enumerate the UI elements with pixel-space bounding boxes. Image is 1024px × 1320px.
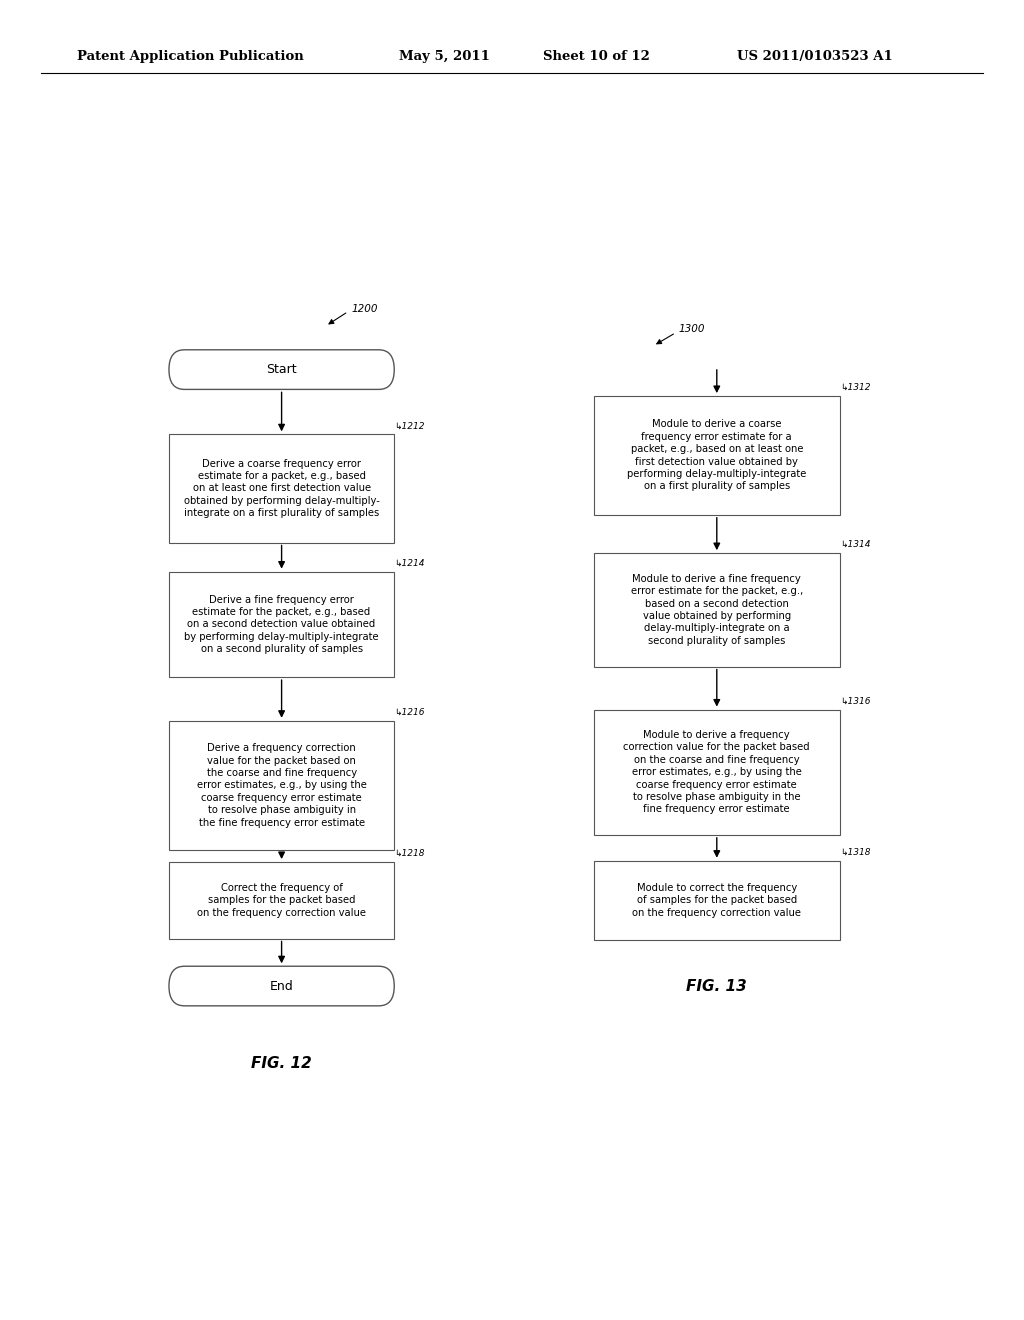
Text: ↳1316: ↳1316 <box>840 697 870 706</box>
FancyBboxPatch shape <box>169 350 394 389</box>
Bar <box>594 553 840 667</box>
Text: FIG. 12: FIG. 12 <box>251 1056 312 1071</box>
Text: ↳1218: ↳1218 <box>394 849 425 858</box>
Bar <box>169 721 394 850</box>
Text: May 5, 2011: May 5, 2011 <box>399 50 490 63</box>
Text: Module to derive a coarse
frequency error estimate for a
packet, e.g., based on : Module to derive a coarse frequency erro… <box>627 420 807 491</box>
Text: Derive a coarse frequency error
estimate for a packet, e.g., based
on at least o: Derive a coarse frequency error estimate… <box>183 458 380 519</box>
Text: US 2011/0103523 A1: US 2011/0103523 A1 <box>737 50 893 63</box>
Bar <box>169 572 394 677</box>
Text: ↳1314: ↳1314 <box>840 540 870 549</box>
Text: ↳1312: ↳1312 <box>840 383 870 392</box>
Bar <box>594 396 840 515</box>
Text: FIG. 13: FIG. 13 <box>686 979 748 994</box>
Text: Module to derive a fine frequency
error estimate for the packet, e.g.,
based on : Module to derive a fine frequency error … <box>631 574 803 645</box>
Text: Derive a frequency correction
value for the packet based on
the coarse and fine : Derive a frequency correction value for … <box>197 743 367 828</box>
Bar <box>169 862 394 939</box>
Text: ↳1216: ↳1216 <box>394 708 425 717</box>
Text: 1300: 1300 <box>679 323 706 334</box>
Text: Derive a fine frequency error
estimate for the packet, e.g., based
on a second d: Derive a fine frequency error estimate f… <box>184 594 379 655</box>
Text: ↳1212: ↳1212 <box>394 421 425 430</box>
Bar <box>594 861 840 940</box>
FancyBboxPatch shape <box>169 966 394 1006</box>
Text: Sheet 10 of 12: Sheet 10 of 12 <box>543 50 649 63</box>
Text: 1200: 1200 <box>351 304 378 314</box>
Text: Module to correct the frequency
of samples for the packet based
on the frequency: Module to correct the frequency of sampl… <box>632 883 802 917</box>
Text: Correct the frequency of
samples for the packet based
on the frequency correctio: Correct the frequency of samples for the… <box>197 883 367 917</box>
Bar <box>169 434 394 543</box>
Bar <box>594 710 840 836</box>
Text: Start: Start <box>266 363 297 376</box>
Text: ↳1214: ↳1214 <box>394 558 425 568</box>
Text: Module to derive a frequency
correction value for the packet based
on the coarse: Module to derive a frequency correction … <box>624 730 810 814</box>
Text: Patent Application Publication: Patent Application Publication <box>77 50 303 63</box>
Text: End: End <box>269 979 294 993</box>
Text: ↳1318: ↳1318 <box>840 847 870 857</box>
